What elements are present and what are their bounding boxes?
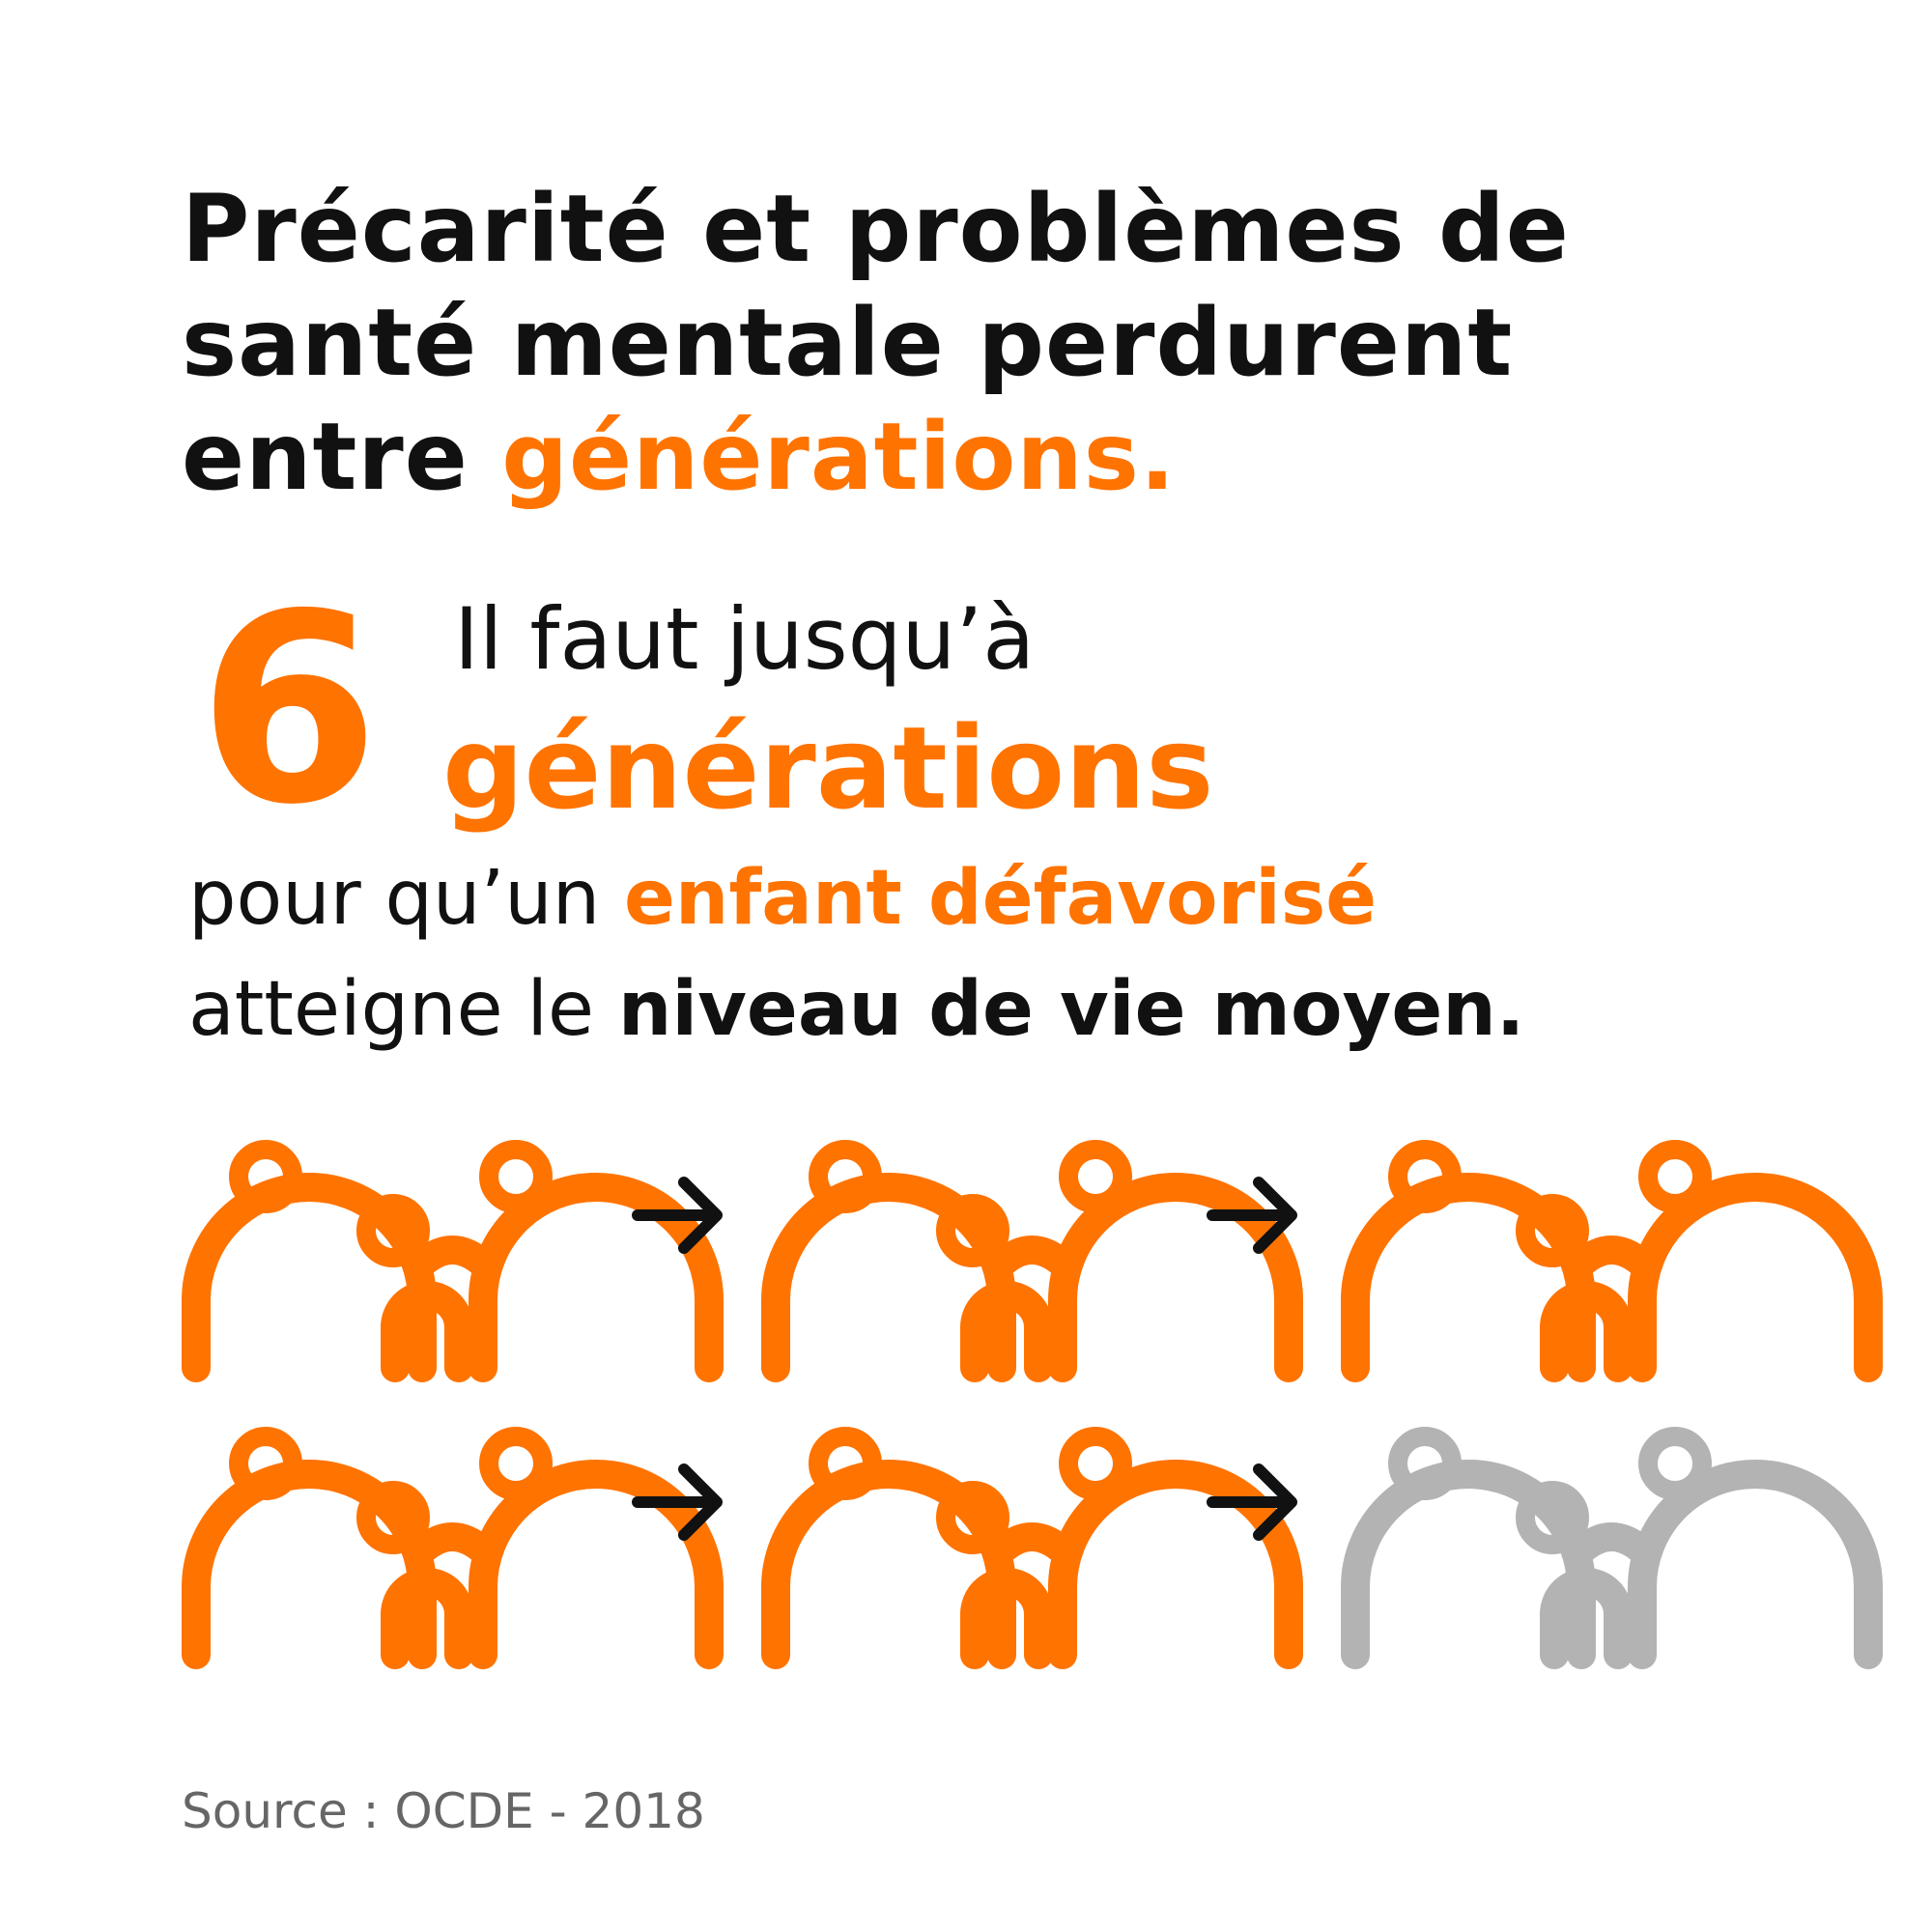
page-title: Précarité et problèmes de santé mentale … xyxy=(182,172,1570,514)
stat-line-4-bold: niveau de vie moyen. xyxy=(617,966,1525,1053)
generation-5-family-icon xyxy=(776,1436,1289,1655)
stat-line-4: atteigne le niveau de vie moyen. xyxy=(188,961,1524,1058)
generation-1-family-icon xyxy=(196,1150,709,1368)
generation-4-family-icon xyxy=(196,1436,709,1655)
title-accent: générations. xyxy=(501,403,1177,511)
title-line-2: santé mentale perdurent xyxy=(182,289,1514,397)
title-line-3: entre générations. xyxy=(182,403,1176,511)
title-line-3-start: entre xyxy=(182,403,502,511)
title-line-1: Précarité et problèmes de xyxy=(182,175,1570,283)
stat-line-3-accent: enfant défavorisé xyxy=(623,855,1378,942)
generation-6-family-icon-inactive xyxy=(1355,1436,1868,1655)
stat-line-4-start: atteigne le xyxy=(188,966,618,1053)
stat-number: 6 xyxy=(198,557,380,862)
stat-line-1: Il faut jusqu’à xyxy=(454,589,1036,689)
stat-line-3-start: pour qu’un xyxy=(188,855,624,942)
generation-2-family-icon xyxy=(776,1150,1289,1368)
stat-line-2: générations xyxy=(442,701,1214,835)
generation-3-family-icon xyxy=(1355,1150,1868,1368)
stat-line-3: pour qu’un enfant défavorisé xyxy=(188,850,1377,947)
source-note: Source : OCDE - 2018 xyxy=(182,1783,705,1839)
